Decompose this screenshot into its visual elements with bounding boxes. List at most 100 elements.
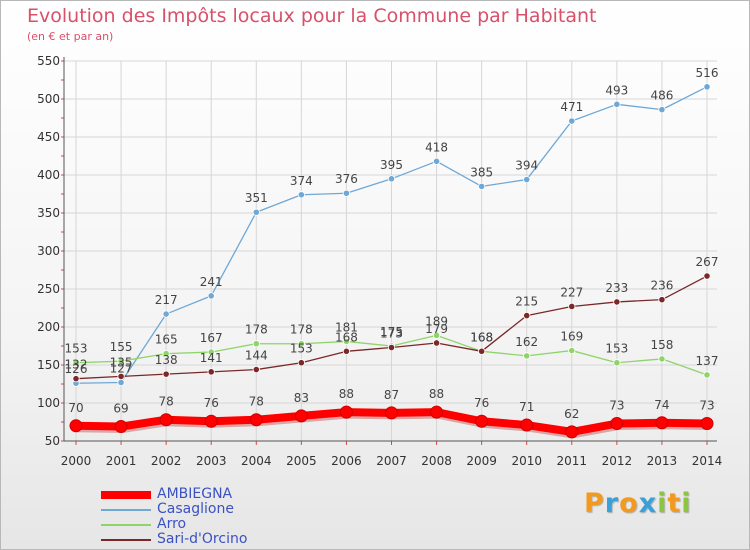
legend-swatch: [101, 524, 151, 526]
data-point: [703, 371, 711, 379]
data-label: 178: [290, 323, 313, 337]
data-point: [658, 106, 666, 114]
data-point: [432, 339, 441, 347]
data-label: 153: [605, 342, 628, 356]
data-label: 155: [110, 340, 133, 354]
data-point: [114, 420, 128, 434]
data-label: 175: [380, 325, 403, 339]
x-tick-label: 2001: [106, 454, 137, 468]
data-label: 385: [470, 165, 493, 179]
legend-label: Arro: [157, 516, 187, 532]
x-tick-label: 2010: [511, 454, 542, 468]
data-label: 169: [560, 330, 583, 344]
data-point: [387, 175, 396, 183]
data-label: 141: [200, 351, 223, 365]
data-label: 236: [650, 279, 673, 293]
y-tick-label: 250: [37, 282, 60, 296]
data-point: [478, 347, 486, 355]
data-label: 165: [155, 333, 178, 347]
chart-title: Evolution des Impôts locaux pour la Comm…: [27, 5, 597, 27]
brand-letter: i: [657, 488, 668, 519]
data-point: [658, 296, 666, 304]
brand-letter: i: [681, 488, 692, 519]
data-point: [117, 378, 125, 387]
data-point: [72, 375, 80, 383]
data-label: 135: [110, 355, 133, 369]
data-point: [523, 175, 531, 184]
x-tick-label: 2007: [376, 454, 407, 468]
data-point: [520, 418, 534, 432]
data-label: 162: [515, 335, 538, 349]
data-point: [207, 292, 215, 300]
brand-letter: r: [604, 488, 620, 519]
data-label: 76: [474, 396, 489, 410]
data-label: 471: [560, 100, 583, 114]
data-label: 167: [200, 331, 223, 345]
legend-label: Sari-d'Orcino: [157, 531, 248, 547]
y-tick-label: 150: [37, 358, 60, 372]
data-label: 78: [159, 395, 174, 409]
data-point: [69, 419, 83, 433]
data-label: 74: [654, 398, 669, 412]
data-label: 127: [110, 361, 133, 375]
data-label: 76: [204, 396, 219, 410]
data-label: 168: [470, 330, 493, 344]
x-tick-label: 2014: [692, 454, 723, 468]
y-tick-label: 550: [37, 54, 60, 68]
brand-letter: x: [638, 488, 658, 519]
data-point: [207, 348, 215, 356]
y-tick-label: 400: [37, 168, 60, 182]
x-tick-label: 2013: [647, 454, 678, 468]
data-point: [162, 349, 170, 358]
data-label: 83: [294, 391, 309, 405]
data-label: 70: [68, 401, 83, 415]
data-point: [117, 357, 125, 365]
data-label: 73: [699, 399, 714, 413]
data-point: [204, 414, 218, 428]
brand-letter: P: [584, 488, 605, 519]
series-lines: [69, 83, 714, 439]
data-point: [475, 414, 489, 428]
data-point: [72, 359, 80, 367]
data-point: [294, 409, 308, 423]
data-label: 189: [425, 314, 448, 328]
legend-label: Casaglione: [157, 501, 234, 517]
data-point: [162, 310, 170, 318]
data-point: [658, 355, 666, 363]
data-point: [252, 365, 260, 374]
data-label: 486: [650, 89, 673, 103]
data-label: 493: [605, 83, 628, 97]
y-tick-label: 350: [37, 206, 60, 220]
data-point: [387, 343, 396, 352]
x-tick-label: 2003: [196, 454, 227, 468]
data-point: [159, 413, 173, 427]
data-label: 71: [519, 400, 534, 414]
data-label: 137: [696, 354, 719, 368]
grid: [64, 60, 717, 442]
data-label: 179: [425, 322, 448, 336]
data-point: [342, 189, 351, 197]
data-label: 138: [155, 353, 178, 367]
data-label: 376: [335, 172, 358, 186]
x-tick-label: 2009: [466, 454, 497, 468]
legend-swatch: [101, 509, 151, 511]
x-tick-label: 2004: [241, 454, 272, 468]
data-label: 88: [339, 387, 354, 401]
data-label: 173: [380, 327, 403, 341]
x-tick-label: 2006: [331, 454, 362, 468]
data-point: [478, 182, 486, 190]
data-label: 168: [335, 330, 358, 344]
data-point: [297, 191, 305, 199]
data-point: [568, 346, 576, 355]
data-label: 144: [245, 349, 268, 363]
brand-logo: Proxiti: [584, 488, 692, 519]
data-point: [117, 372, 125, 380]
data-label: 88: [429, 387, 444, 401]
data-point: [655, 416, 669, 430]
legend-label: AMBIEGNA: [157, 486, 233, 502]
x-tick-label: 2002: [151, 454, 182, 468]
data-label: 267: [696, 255, 719, 269]
legend-swatch: [101, 491, 151, 499]
